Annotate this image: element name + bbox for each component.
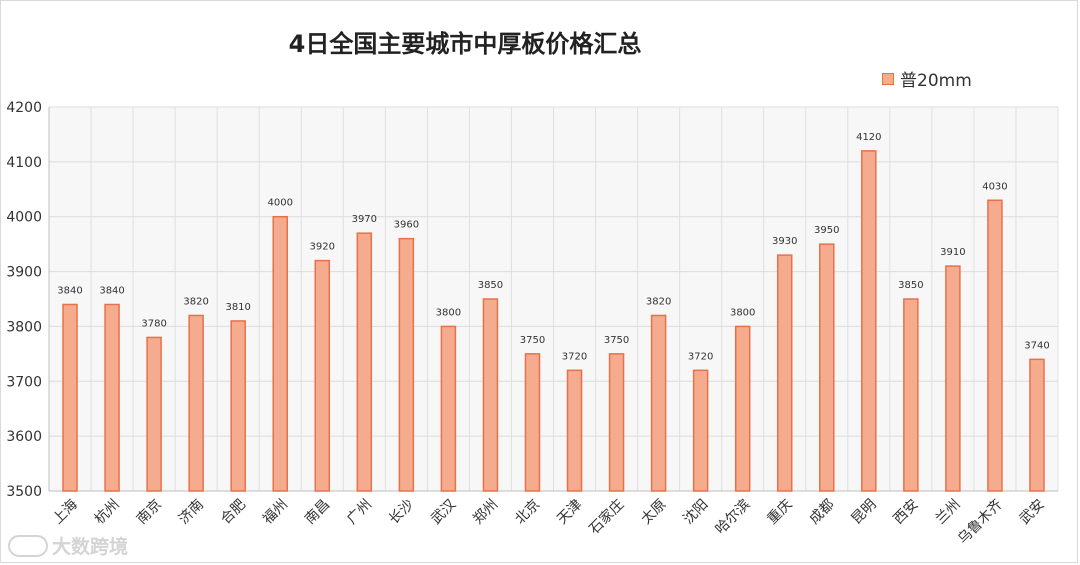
legend-swatch	[882, 72, 894, 85]
x-tick-label: 郑州	[470, 497, 501, 528]
x-tick-label: 南京	[134, 497, 165, 528]
data-label: 3840	[57, 285, 82, 296]
legend-label: 普20mm	[900, 71, 972, 91]
data-label: 3920	[310, 242, 335, 253]
bar	[440, 325, 457, 492]
y-tick-label: 4100	[6, 155, 42, 171]
x-tick-label: 武安	[1017, 497, 1048, 528]
x-tick-label: 广州	[344, 497, 375, 528]
watermark-text: 大数跨境	[52, 536, 129, 558]
data-label: 3840	[99, 285, 124, 296]
x-tick-label: 天津	[554, 497, 585, 528]
data-label: 3810	[225, 302, 250, 313]
x-tick-label: 成都	[806, 497, 837, 528]
y-tick-label: 4000	[6, 210, 42, 226]
x-tick-label: 昆明	[849, 497, 880, 528]
x-tick-label: 乌鲁木齐	[955, 497, 1006, 548]
data-label: 3800	[436, 307, 461, 318]
watermark-logo-icon	[8, 534, 48, 557]
data-label: 3950	[814, 225, 839, 236]
data-label: 4120	[856, 132, 881, 143]
bar	[650, 314, 667, 492]
data-label: 4030	[982, 181, 1007, 192]
bar	[945, 265, 961, 492]
bar	[188, 314, 204, 492]
bar	[314, 259, 331, 492]
data-label: 3720	[562, 351, 587, 362]
data-label: 3910	[940, 247, 965, 258]
x-tick-label: 太原	[638, 497, 669, 528]
y-tick-label: 3900	[6, 265, 42, 281]
x-tick-label: 杭州	[92, 497, 123, 528]
data-label: 4000	[268, 198, 293, 209]
bar	[482, 298, 499, 492]
x-tick-label: 长沙	[386, 497, 417, 528]
bar	[62, 303, 78, 492]
y-tick-label: 3600	[6, 429, 42, 445]
x-tick-label: 西安	[891, 497, 922, 528]
y-tick-label: 3700	[6, 374, 42, 390]
bar	[230, 320, 246, 492]
data-label: 3850	[478, 280, 503, 291]
x-tick-label: 北京	[512, 497, 543, 528]
data-label: 3820	[646, 296, 671, 307]
x-tick-label: 上海	[50, 497, 81, 528]
y-tick-label: 3500	[6, 484, 42, 500]
data-label: 3780	[141, 318, 166, 329]
data-label: 3750	[520, 335, 545, 346]
bar	[104, 303, 120, 492]
x-tick-label: 重庆	[764, 497, 795, 528]
y-tick-label: 4200	[6, 100, 42, 116]
watermark: 大数跨境	[8, 532, 128, 559]
data-label: 3960	[394, 220, 419, 231]
bar	[566, 369, 583, 492]
bar	[819, 243, 835, 492]
data-label: 3930	[772, 236, 797, 247]
bar	[776, 254, 793, 492]
bar	[692, 369, 709, 492]
data-label: 3820	[183, 296, 208, 307]
bar	[524, 353, 541, 492]
bar	[903, 298, 919, 492]
bar	[987, 199, 1003, 492]
x-tick-label: 济南	[176, 497, 207, 528]
bar	[272, 215, 288, 492]
x-tick-label: 哈尔滨	[713, 497, 754, 538]
data-label: 3970	[352, 214, 377, 225]
data-label: 3720	[688, 351, 713, 362]
x-tick-label: 兰州	[933, 497, 964, 528]
bar	[861, 150, 877, 492]
bar	[146, 336, 162, 492]
bar	[734, 325, 751, 492]
bar	[1029, 358, 1045, 492]
bar	[398, 237, 415, 492]
legend: 普20mm	[882, 66, 972, 91]
x-tick-label: 合肥	[218, 497, 249, 528]
x-tick-label: 沈阳	[680, 497, 711, 528]
x-tick-label: 福州	[260, 497, 291, 528]
x-tick-label: 武汉	[428, 497, 459, 528]
data-label: 3800	[730, 307, 755, 318]
chart-title: 4日全国主要城市中厚板价格汇总	[288, 30, 642, 58]
data-label: 3850	[898, 280, 923, 291]
x-tick-label: 石家庄	[586, 496, 628, 538]
bar	[356, 232, 373, 492]
y-tick-label: 3800	[6, 319, 42, 335]
data-label: 3740	[1024, 340, 1049, 351]
data-label: 3750	[604, 335, 629, 346]
bar	[608, 353, 625, 492]
x-tick-label: 南昌	[302, 497, 333, 528]
